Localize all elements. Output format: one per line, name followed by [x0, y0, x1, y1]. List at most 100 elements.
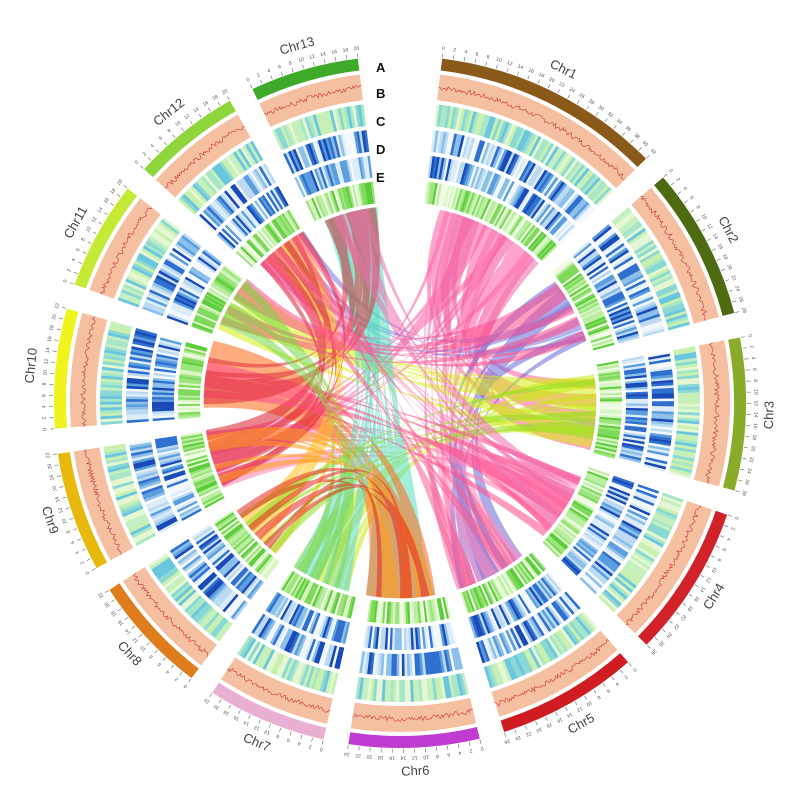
heatmap-cell — [193, 567, 213, 585]
tick-mark — [78, 261, 82, 264]
heatmap-cell — [510, 567, 525, 588]
heatmap-cell — [249, 171, 264, 192]
tick-label: 0 — [246, 77, 251, 84]
heatmap-cell — [525, 195, 540, 216]
heatmap-cell — [434, 677, 441, 700]
track-a-line — [164, 126, 245, 189]
heatmap-cell — [310, 667, 321, 690]
heatmap-cell — [615, 328, 638, 338]
heatmap-cell — [520, 161, 534, 183]
heatmap-cell — [469, 616, 480, 638]
track-c-chr4 — [579, 484, 660, 595]
heatmap-cell — [274, 217, 289, 238]
heatmap-cell — [461, 163, 471, 186]
heatmap-cell — [259, 647, 273, 669]
tick-label: 4 — [297, 740, 302, 747]
heatmap-cell — [504, 123, 516, 146]
heatmap-cell — [106, 459, 129, 468]
heatmap-cell — [462, 190, 472, 213]
heatmap-cell — [116, 493, 139, 504]
heatmap-cell — [329, 190, 339, 213]
tick-mark — [458, 744, 460, 749]
heatmap-cell — [494, 147, 506, 170]
heatmap-cell — [648, 353, 671, 361]
heatmap-cell — [577, 171, 595, 191]
heatmap-cell — [649, 361, 672, 368]
heatmap-cell — [365, 156, 371, 179]
heatmap-cell — [641, 536, 663, 551]
tick-label: 28 — [740, 307, 747, 314]
heatmap-cell — [331, 592, 341, 615]
heatmap-cell — [191, 324, 213, 335]
tick-label: 2 — [623, 674, 629, 681]
heatmap-cell — [675, 363, 698, 370]
tick-mark — [517, 71, 520, 76]
heatmap-cell — [152, 384, 175, 389]
heatmap-cell — [587, 324, 609, 334]
heatmap-cell — [642, 328, 665, 338]
heatmap-cell — [317, 615, 327, 637]
heatmap-cell — [622, 438, 645, 445]
heatmap-cell — [553, 259, 572, 276]
heatmap-cell — [667, 321, 690, 331]
heatmap-cell — [449, 621, 458, 644]
heatmap-cell — [155, 225, 175, 242]
heatmap-cell — [522, 162, 537, 184]
tick-label: 20 — [548, 76, 556, 84]
heatmap-cell — [604, 546, 625, 562]
heatmap-cell — [251, 550, 268, 569]
tick-mark — [198, 114, 202, 118]
heatmap-cell — [445, 649, 453, 672]
track-d-chr5 — [468, 571, 564, 639]
chromosome-chr5 — [500, 653, 629, 732]
heatmap-cell — [586, 528, 606, 543]
heatmap-cell — [156, 223, 177, 240]
link-ribbon — [362, 208, 575, 501]
heatmap-cell — [526, 618, 541, 639]
heatmap-cell — [648, 358, 672, 365]
heatmap-cell — [572, 617, 589, 637]
heatmap-cell — [178, 289, 199, 302]
tick-label: 6 — [277, 64, 282, 71]
heatmap-cell — [152, 401, 175, 405]
heatmap-cell — [273, 187, 288, 208]
heatmap-cell — [647, 350, 670, 358]
heatmap-cell — [563, 555, 582, 573]
heatmap-cell — [201, 575, 219, 593]
tick-mark — [577, 100, 580, 104]
heatmap-cell — [209, 168, 226, 188]
heatmap-cell — [172, 302, 194, 314]
heatmap-cell — [452, 133, 460, 157]
heatmap-cell — [311, 169, 322, 191]
heatmap-cell — [368, 181, 374, 204]
heatmap-cell — [436, 104, 443, 127]
heatmap-cell — [670, 462, 693, 471]
heatmap-cell — [593, 449, 616, 457]
heatmap-cell — [447, 675, 455, 698]
heatmap-cell — [661, 299, 684, 310]
heatmap-cell — [196, 258, 216, 274]
heatmap-cell — [163, 469, 186, 480]
heatmap-cell — [380, 653, 385, 676]
tick-mark — [463, 56, 466, 62]
heatmap-cell — [373, 600, 378, 623]
heatmap-cell — [523, 133, 537, 155]
heatmap-cell — [178, 550, 199, 567]
heatmap-cell — [555, 526, 574, 542]
heatmap-cell — [301, 117, 312, 140]
tick-label: 0 — [62, 279, 69, 284]
heatmap-cell — [524, 619, 538, 641]
heatmap-cell — [332, 162, 341, 185]
heatmap-cell — [541, 208, 557, 228]
heatmap-cell — [566, 278, 586, 293]
heatmap-cell — [659, 500, 681, 511]
heatmap-cell — [103, 354, 126, 362]
heatmap-cell — [260, 557, 277, 577]
heatmap-cell — [611, 207, 631, 224]
tick-mark — [447, 745, 449, 750]
heatmap-cell — [134, 465, 157, 475]
heatmap-cell — [545, 178, 561, 198]
tick-mark — [69, 517, 74, 520]
heatmap-cell — [216, 622, 233, 642]
heatmap-cell — [577, 298, 598, 311]
